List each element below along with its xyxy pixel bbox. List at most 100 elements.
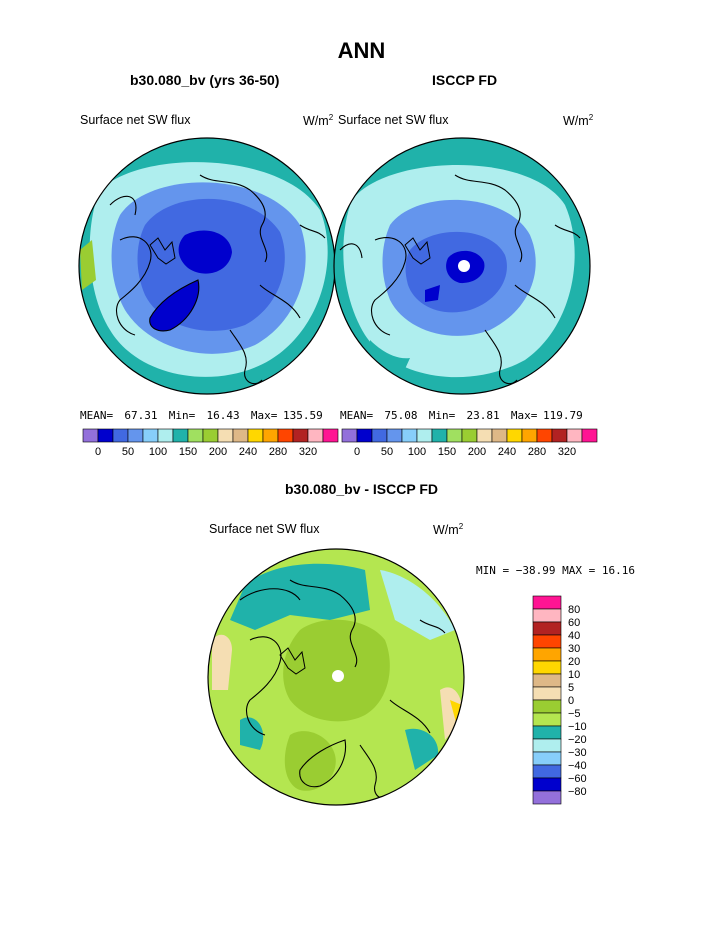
colorbar-swatch bbox=[532, 764, 562, 779]
colorbar-swatch bbox=[536, 428, 553, 443]
right-colorbar: 0 50 100 150 200 240 280 320 bbox=[341, 428, 598, 458]
colorbar-swatch bbox=[292, 428, 309, 443]
colorbar-swatch bbox=[127, 428, 144, 443]
colorbar-swatch bbox=[97, 428, 114, 443]
right-panel-case-title: ISCCP FD bbox=[432, 72, 498, 88]
colorbar-tick-label: −20 bbox=[568, 734, 587, 746]
colorbar-tick-label: 0 bbox=[568, 695, 574, 707]
diff-panel-units: W/m2 bbox=[433, 522, 464, 538]
colorbar-tick-label: 30 bbox=[568, 643, 580, 655]
colorbar-swatch bbox=[386, 428, 403, 443]
colorbar-swatch bbox=[532, 738, 562, 753]
colorbar-swatch bbox=[307, 428, 324, 443]
right-panel-field-label: Surface net SW flux bbox=[338, 113, 449, 127]
colorbar-tick-label: 100 bbox=[408, 446, 426, 458]
colorbar-tick-label: 40 bbox=[568, 630, 580, 642]
colorbar-swatch bbox=[172, 428, 189, 443]
colorbar-swatch bbox=[581, 428, 598, 443]
colorbar-swatch bbox=[532, 712, 562, 727]
colorbar-tick-label: 0 bbox=[354, 446, 360, 458]
colorbar-tick-label: −40 bbox=[568, 760, 587, 772]
right-panel-units: W/m2 bbox=[563, 113, 594, 129]
colorbar-tick-label: 320 bbox=[558, 446, 576, 458]
diff-panel-title: b30.080_bv - ISCCP FD bbox=[284, 481, 439, 497]
colorbar-swatch bbox=[521, 428, 538, 443]
colorbar-swatch bbox=[532, 699, 562, 714]
colorbar-swatch bbox=[446, 428, 463, 443]
colorbar-tick-label: −10 bbox=[568, 721, 587, 733]
colorbar-swatch bbox=[551, 428, 568, 443]
colorbar-tick-label: −60 bbox=[568, 773, 587, 785]
colorbar-swatch bbox=[431, 428, 448, 443]
colorbar-tick-label: 240 bbox=[239, 446, 257, 458]
left-colorbar: 0 50 100 150 200 240 280 320 bbox=[82, 428, 339, 458]
colorbar-tick-label: 240 bbox=[498, 446, 516, 458]
colorbar-swatch bbox=[532, 686, 562, 701]
colorbar-swatch bbox=[262, 428, 279, 443]
colorbar-swatch bbox=[476, 428, 493, 443]
colorbar-swatch bbox=[341, 428, 358, 443]
colorbar-swatch bbox=[356, 428, 373, 443]
colorbar-swatch bbox=[491, 428, 508, 443]
colorbar-swatch bbox=[532, 751, 562, 766]
colorbar-tick-label: 280 bbox=[528, 446, 546, 458]
colorbar-swatch bbox=[532, 595, 562, 610]
colorbar-swatch bbox=[532, 790, 562, 805]
right-panel-stats: MEAN= 75.08 Min= 23.81 Max= 119.79 bbox=[340, 409, 583, 422]
left-panel-case-title: b30.080_bv (yrs 36-50) bbox=[130, 72, 280, 88]
colorbar-tick-label: 80 bbox=[568, 604, 580, 616]
colorbar-swatch bbox=[202, 428, 219, 443]
colorbar-swatch bbox=[247, 428, 264, 443]
left-polar-map bbox=[78, 137, 336, 395]
colorbar-tick-label: 10 bbox=[568, 669, 580, 681]
colorbar-swatch bbox=[532, 673, 562, 688]
colorbar-tick-label: −80 bbox=[568, 786, 587, 798]
colorbar-tick-label: 150 bbox=[179, 446, 197, 458]
left-panel-stats: MEAN= 67.31 Min= 16.43 Max= 135.59 bbox=[80, 409, 323, 422]
colorbar-swatch bbox=[157, 428, 174, 443]
colorbar-tick-label: 50 bbox=[381, 446, 393, 458]
colorbar-swatch bbox=[82, 428, 99, 443]
colorbar-tick-label: 280 bbox=[269, 446, 287, 458]
colorbar-swatch bbox=[371, 428, 388, 443]
diff-panel-field-label: Surface net SW flux bbox=[209, 522, 320, 536]
colorbar-tick-label: 100 bbox=[149, 446, 167, 458]
colorbar-swatch bbox=[322, 428, 339, 443]
colorbar-swatch bbox=[187, 428, 204, 443]
colorbar-tick-label: 60 bbox=[568, 617, 580, 629]
colorbar-swatch bbox=[416, 428, 433, 443]
colorbar-swatch bbox=[232, 428, 249, 443]
colorbar-swatch bbox=[532, 621, 562, 636]
colorbar-tick-label: −30 bbox=[568, 747, 587, 759]
right-polar-map bbox=[333, 137, 591, 395]
colorbar-swatch bbox=[532, 608, 562, 623]
colorbar-swatch bbox=[532, 777, 562, 792]
colorbar-swatch bbox=[112, 428, 129, 443]
colorbar-tick-label: 200 bbox=[468, 446, 486, 458]
left-panel-field-label: Surface net SW flux bbox=[80, 113, 191, 127]
colorbar-swatch bbox=[532, 660, 562, 675]
diff-panel-minmax: MIN = −38.99 MAX = 16.16 bbox=[476, 564, 635, 577]
colorbar-tick-label: 20 bbox=[568, 656, 580, 668]
colorbar-swatch bbox=[506, 428, 523, 443]
colorbar-tick-label: 200 bbox=[209, 446, 227, 458]
colorbar-tick-label: 5 bbox=[568, 682, 574, 694]
diff-polar-map bbox=[207, 548, 465, 806]
colorbar-swatch bbox=[401, 428, 418, 443]
left-panel-units: W/m2 bbox=[303, 113, 334, 129]
colorbar-tick-label: 150 bbox=[438, 446, 456, 458]
colorbar-swatch bbox=[532, 647, 562, 662]
colorbar-swatch bbox=[566, 428, 583, 443]
colorbar-tick-label: −5 bbox=[568, 708, 581, 720]
colorbar-swatch bbox=[532, 634, 562, 649]
colorbar-tick-label: 320 bbox=[299, 446, 317, 458]
colorbar-swatch bbox=[461, 428, 478, 443]
colorbar-tick-label: 0 bbox=[95, 446, 101, 458]
colorbar-swatch bbox=[217, 428, 234, 443]
page-title: ANN bbox=[337, 38, 386, 63]
colorbar-swatch bbox=[532, 725, 562, 740]
colorbar-swatch bbox=[277, 428, 294, 443]
colorbar-swatch bbox=[142, 428, 159, 443]
